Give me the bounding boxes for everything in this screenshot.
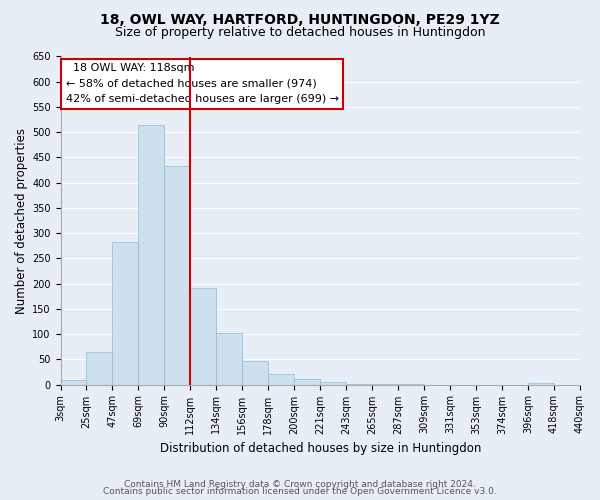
Bar — [217, 332, 242, 384]
Bar — [320, 382, 346, 384]
Text: Size of property relative to detached houses in Huntingdon: Size of property relative to detached ho… — [115, 26, 485, 39]
Text: Contains public sector information licensed under the Open Government Licence v3: Contains public sector information licen… — [103, 487, 497, 496]
Y-axis label: Number of detached properties: Number of detached properties — [15, 128, 28, 314]
Text: 18 OWL WAY: 118sqm
← 58% of detached houses are smaller (974)
42% of semi-detach: 18 OWL WAY: 118sqm ← 58% of detached hou… — [66, 63, 339, 104]
Text: 18, OWL WAY, HARTFORD, HUNTINGDON, PE29 1YZ: 18, OWL WAY, HARTFORD, HUNTINGDON, PE29 … — [100, 12, 500, 26]
Bar — [86, 352, 112, 384]
Text: Contains HM Land Registry data © Crown copyright and database right 2024.: Contains HM Land Registry data © Crown c… — [124, 480, 476, 489]
Bar — [61, 380, 86, 384]
Bar — [112, 242, 139, 384]
Bar — [242, 362, 268, 384]
Bar — [294, 378, 320, 384]
Bar — [164, 166, 190, 384]
Bar — [190, 288, 217, 384]
X-axis label: Distribution of detached houses by size in Huntingdon: Distribution of detached houses by size … — [160, 442, 481, 455]
Bar — [139, 124, 164, 384]
Bar — [528, 382, 554, 384]
Bar — [268, 374, 294, 384]
